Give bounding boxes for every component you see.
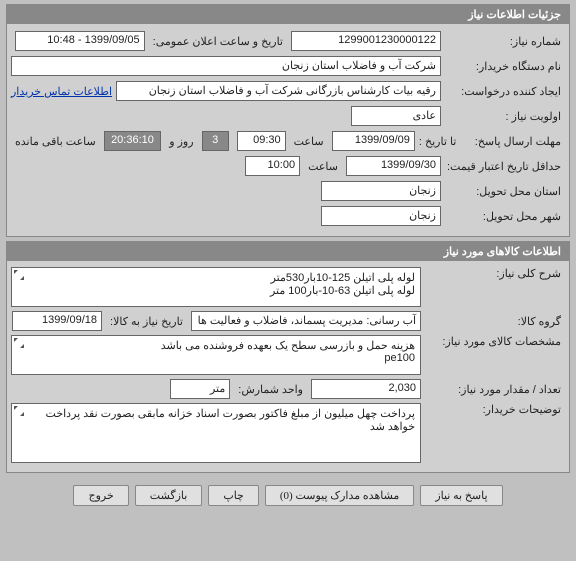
goods-info-panel: اطلاعات کالاهای مورد نیاز شرح کلی نیاز: … [6,241,570,473]
need-details-panel: جزئیات اطلاعات نیاز شماره نیاز: 12990012… [6,4,570,237]
panel2-body: شرح کلی نیاز: لوله پلی اتیلن 125-10بار53… [7,261,569,472]
buyer-label: نام دستگاه خریدار: [445,60,565,73]
buyer-contact-link[interactable]: اطلاعات تماس خریدار [11,85,112,98]
delivery-city-value: زنجان [321,206,441,226]
deadline-label: مهلت ارسال پاسخ: [460,135,565,148]
days-value: 3 [202,131,229,151]
desc-value: لوله پلی اتیلن 125-10بار530متر لوله پلی … [270,271,415,297]
panel2-header: اطلاعات کالاهای مورد نیاز [7,242,569,261]
expand-icon[interactable] [14,406,24,416]
item-date-value: 1399/09/18 [12,311,102,331]
need-no-field: 1299001230000122 [291,31,441,51]
remain-time: 20:36:10 [104,131,161,151]
time-label-1: ساعت [290,135,328,148]
deadline-date: 1399/09/09 [332,131,415,151]
min-validity-date: 1399/09/30 [346,156,441,176]
view-docs-button[interactable]: مشاهده مدارک پیوست (0) [265,485,414,506]
buyer-note-textarea[interactable]: پرداخت چهل میلیون از مبلغ فاکتور بصورت ا… [11,403,421,463]
announce-value: 1399/09/05 - 10:48 [15,31,145,51]
spec-label: مشخصات کالای مورد نیاز: [425,335,565,348]
desc-textarea[interactable]: لوله پلی اتیلن 125-10بار530متر لوله پلی … [11,267,421,307]
buyer-note-value: پرداخت چهل میلیون از مبلغ فاکتور بصورت ا… [17,407,415,433]
deadline-time: 09:30 [237,131,286,151]
priority-label: اولویت نیاز : [445,110,565,123]
footer-actions: پاسخ به نیاز مشاهده مدارک پیوست (0) چاپ … [0,477,576,510]
exit-button[interactable]: خروج [73,485,128,506]
panel1-body: شماره نیاز: 1299001230000122 تاریخ و ساع… [7,24,569,236]
item-date-label: تاریخ نیاز به کالا: [106,315,187,328]
group-value: آب رسانی: مدیریت پسماند، فاضلاب و فعالیت… [191,311,421,331]
spec-value: هزینه حمل و بازرسی سطح یک بعهده فروشنده … [161,339,415,364]
panel1-header: جزئیات اطلاعات نیاز [7,5,569,24]
time-label-2: ساعت [304,160,342,173]
delivery-prov-value: زنجان [321,181,441,201]
back-button[interactable]: بازگشت [135,485,203,506]
min-validity-label: حداقل تاریخ اعتبار قیمت: [445,160,565,173]
respond-button[interactable]: پاسخ به نیاز [420,485,502,506]
expand-icon[interactable] [14,338,24,348]
expand-icon[interactable] [14,270,24,280]
spec-textarea[interactable]: هزینه حمل و بازرسی سطح یک بعهده فروشنده … [11,335,421,375]
priority-value: عادی [351,106,441,126]
print-button[interactable]: چاپ [208,485,259,506]
qty-label: تعداد / مقدار مورد نیاز: [425,383,565,396]
delivery-city-label: شهر محل تحویل: [445,210,565,223]
desc-label: شرح کلی نیاز: [425,267,565,280]
min-validity-time: 10:00 [245,156,300,176]
creator-label: ایجاد کننده درخواست: [445,85,565,98]
delivery-prov-label: استان محل تحویل: [445,185,565,198]
announce-label: تاریخ و ساعت اعلان عمومی: [149,35,287,48]
group-label: گروه کالا: [425,315,565,328]
buyer-note-label: توضیحات خریدار: [425,403,565,416]
qty-value: 2,030 [311,379,421,399]
unit-value: متر [170,379,230,399]
creator-value: رقیه بیات کارشناس بازرگانی شرکت آب و فاض… [116,81,441,101]
to-date-label: تا تاریخ : [419,135,456,148]
days-label: روز و [165,135,197,148]
need-no-label: شماره نیاز: [445,35,565,48]
buyer-value: شرکت آب و فاضلاب استان زنجان [11,56,441,76]
unit-label: واحد شمارش: [234,383,307,396]
remain-label: ساعت باقی مانده [11,135,100,148]
